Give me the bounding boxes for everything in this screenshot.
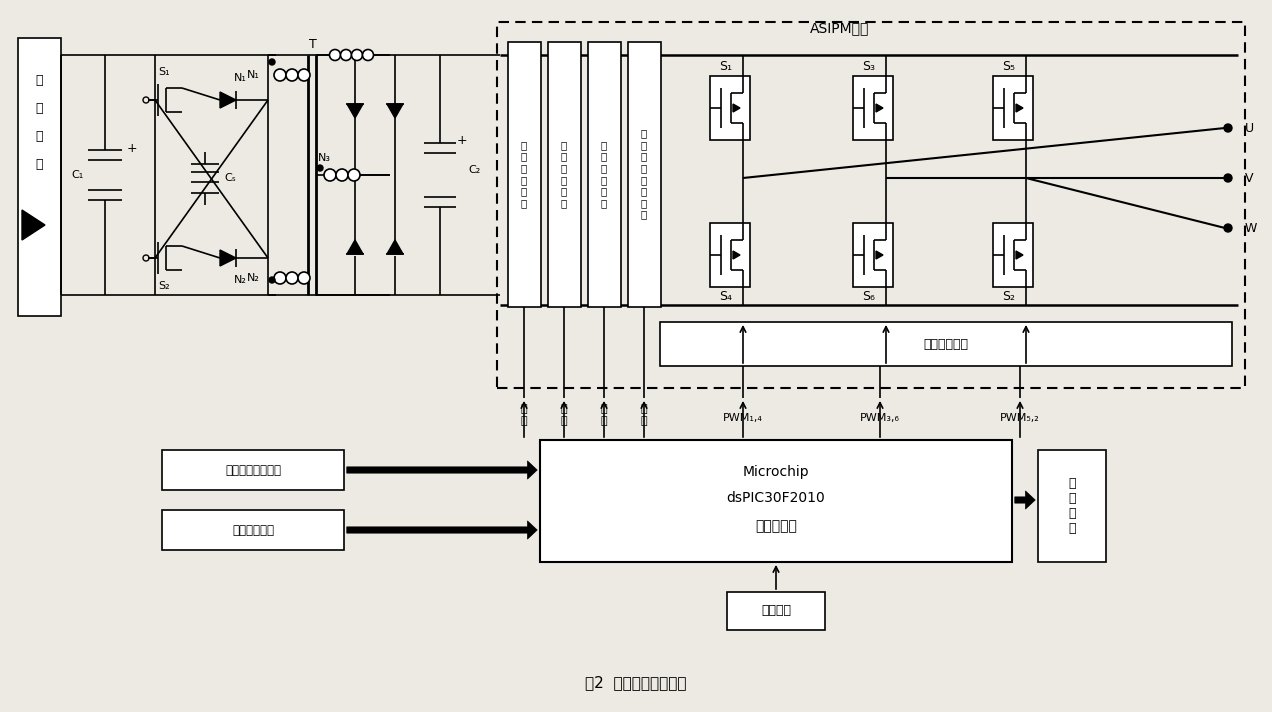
- Polygon shape: [733, 104, 740, 112]
- Text: 过
热
保
护
电
路: 过 热 保 护 电 路: [561, 140, 567, 208]
- Text: 过
流: 过 流: [641, 404, 647, 426]
- Circle shape: [1224, 124, 1233, 132]
- Polygon shape: [220, 250, 237, 266]
- Bar: [710, 223, 750, 287]
- Polygon shape: [387, 104, 403, 118]
- Circle shape: [324, 169, 336, 181]
- Circle shape: [273, 69, 286, 81]
- Bar: [162, 450, 343, 490]
- Circle shape: [268, 277, 275, 283]
- Text: N₁: N₁: [234, 73, 247, 83]
- Text: Cₛ: Cₛ: [224, 173, 235, 183]
- Polygon shape: [733, 251, 740, 259]
- Text: 控制电源: 控制电源: [761, 604, 791, 617]
- Bar: [1038, 450, 1105, 562]
- Text: S₆: S₆: [862, 290, 875, 303]
- Text: U: U: [1245, 122, 1254, 135]
- Text: N₃: N₃: [318, 153, 331, 163]
- Text: 过
热: 过 热: [561, 404, 567, 426]
- Circle shape: [273, 272, 286, 284]
- Text: Microchip: Microchip: [743, 465, 809, 479]
- Circle shape: [351, 50, 363, 61]
- Text: S₂: S₂: [158, 281, 170, 291]
- Text: 列: 列: [36, 157, 43, 170]
- Circle shape: [286, 69, 298, 81]
- Text: 欠
压: 欠 压: [600, 404, 607, 426]
- Polygon shape: [347, 240, 363, 254]
- Text: 光: 光: [36, 73, 43, 86]
- Circle shape: [336, 169, 349, 181]
- Circle shape: [298, 272, 310, 284]
- Polygon shape: [22, 210, 45, 240]
- Bar: [728, 592, 826, 630]
- Bar: [508, 42, 541, 307]
- Text: +: +: [127, 142, 137, 155]
- Text: dsPIC30F2010: dsPIC30F2010: [726, 491, 826, 505]
- Text: T: T: [309, 38, 317, 51]
- Text: S₂: S₂: [1002, 290, 1015, 303]
- Bar: [588, 42, 621, 307]
- Bar: [710, 76, 750, 140]
- Bar: [854, 76, 893, 140]
- Text: 伏: 伏: [36, 102, 43, 115]
- Text: 阵: 阵: [36, 130, 43, 142]
- Text: W: W: [1245, 221, 1258, 234]
- Text: 报
警
电
路: 报 警 电 路: [1068, 477, 1076, 535]
- Text: S₁: S₁: [720, 60, 733, 73]
- Bar: [18, 38, 61, 316]
- Text: S₃: S₃: [862, 60, 875, 73]
- Polygon shape: [347, 104, 363, 118]
- Bar: [628, 42, 661, 307]
- Text: 中央处理器: 中央处理器: [756, 519, 798, 533]
- Bar: [548, 42, 581, 307]
- Text: C₁: C₁: [73, 170, 84, 180]
- Text: PWM₅,₂: PWM₅,₂: [1000, 413, 1040, 423]
- Text: N₂: N₂: [234, 275, 247, 285]
- Polygon shape: [220, 92, 237, 108]
- Circle shape: [1224, 224, 1233, 232]
- Text: 过
流
短
路
保
护
电
路: 过 流 短 路 保 护 电 路: [641, 128, 647, 219]
- Text: +: +: [457, 134, 467, 147]
- Text: 水位打干检测: 水位打干检测: [232, 523, 273, 537]
- Bar: [162, 510, 343, 550]
- Polygon shape: [876, 251, 883, 259]
- Text: PWM₃,₆: PWM₃,₆: [860, 413, 899, 423]
- Circle shape: [317, 165, 323, 171]
- Text: V: V: [1245, 172, 1253, 184]
- Bar: [660, 322, 1233, 366]
- Circle shape: [329, 50, 341, 61]
- Text: 故
障
输
出
电
路: 故 障 输 出 电 路: [520, 140, 527, 208]
- Bar: [541, 440, 1013, 562]
- Circle shape: [349, 169, 360, 181]
- Text: N₂: N₂: [247, 273, 259, 283]
- Bar: [993, 223, 1033, 287]
- Circle shape: [363, 50, 374, 61]
- Text: C₂: C₂: [468, 165, 481, 175]
- Text: 故
障: 故 障: [520, 404, 528, 426]
- Text: 隔离驱动电路: 隔离驱动电路: [923, 337, 968, 350]
- Circle shape: [298, 69, 310, 81]
- Polygon shape: [387, 240, 403, 254]
- Text: 阵列母线电压检测: 阵列母线电压检测: [225, 464, 281, 476]
- Bar: [993, 76, 1033, 140]
- Polygon shape: [876, 104, 883, 112]
- Text: 欠
压
保
护
电
路: 欠 压 保 护 电 路: [600, 140, 607, 208]
- Bar: [497, 22, 1245, 388]
- Polygon shape: [1016, 104, 1023, 112]
- Text: 图2  主电路及硬件构成: 图2 主电路及硬件构成: [585, 676, 687, 691]
- Bar: [854, 223, 893, 287]
- Text: S₄: S₄: [720, 290, 733, 303]
- Text: S₁: S₁: [158, 67, 170, 77]
- Text: S₅: S₅: [1002, 60, 1015, 73]
- Circle shape: [286, 272, 298, 284]
- Circle shape: [341, 50, 351, 61]
- Text: N₁: N₁: [247, 70, 259, 80]
- Circle shape: [1224, 174, 1233, 182]
- Circle shape: [268, 59, 275, 65]
- Text: ASIPM模块: ASIPM模块: [810, 21, 870, 35]
- Text: PWM₁,₄: PWM₁,₄: [722, 413, 763, 423]
- Polygon shape: [1016, 251, 1023, 259]
